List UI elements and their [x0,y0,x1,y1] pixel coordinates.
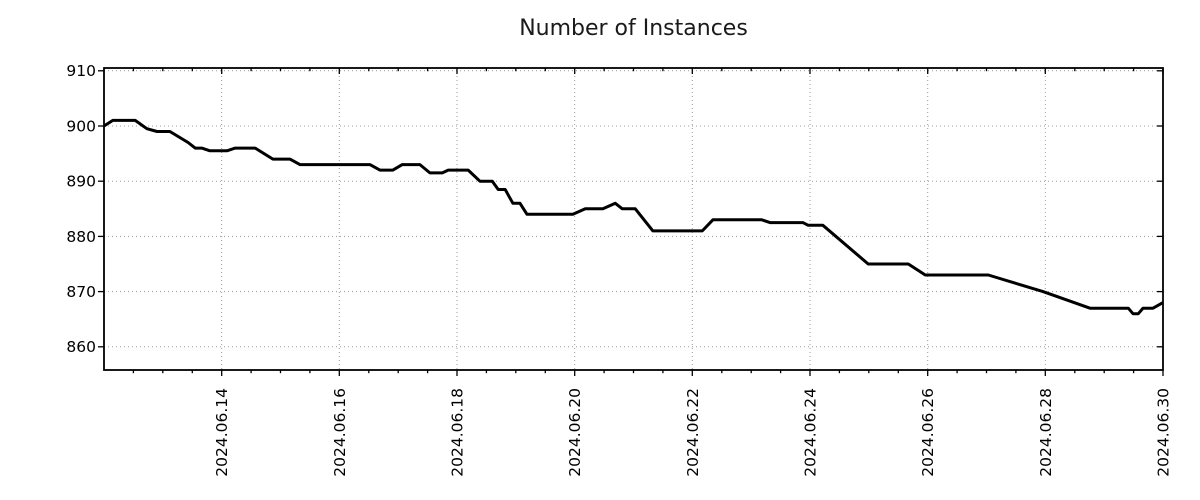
y-tick-label: 860 [66,338,96,356]
x-tick-label: 2024.06.26 [919,388,937,477]
x-tick-label: 2024.06.14 [213,388,231,477]
y-tick-label: 890 [66,173,96,191]
data-line [103,118,1164,316]
plot-border [103,67,1164,371]
y-tick-label: 900 [66,117,96,135]
x-tick-label: 2024.06.28 [1037,388,1055,477]
y-tick-label: 910 [66,62,96,80]
x-tick-label: 2024.06.18 [449,388,467,477]
x-tick-label: 2024.06.30 [1155,388,1173,477]
x-tick-label: 2024.06.22 [684,388,702,477]
x-tick-label: 2024.06.20 [566,388,584,477]
chart-title: Number of Instances [519,16,748,41]
x-tick-label: 2024.06.16 [331,388,349,477]
y-tick-label: 880 [66,228,96,246]
x-tick-label: 2024.06.24 [802,388,820,477]
y-tick-label: 870 [66,283,96,301]
